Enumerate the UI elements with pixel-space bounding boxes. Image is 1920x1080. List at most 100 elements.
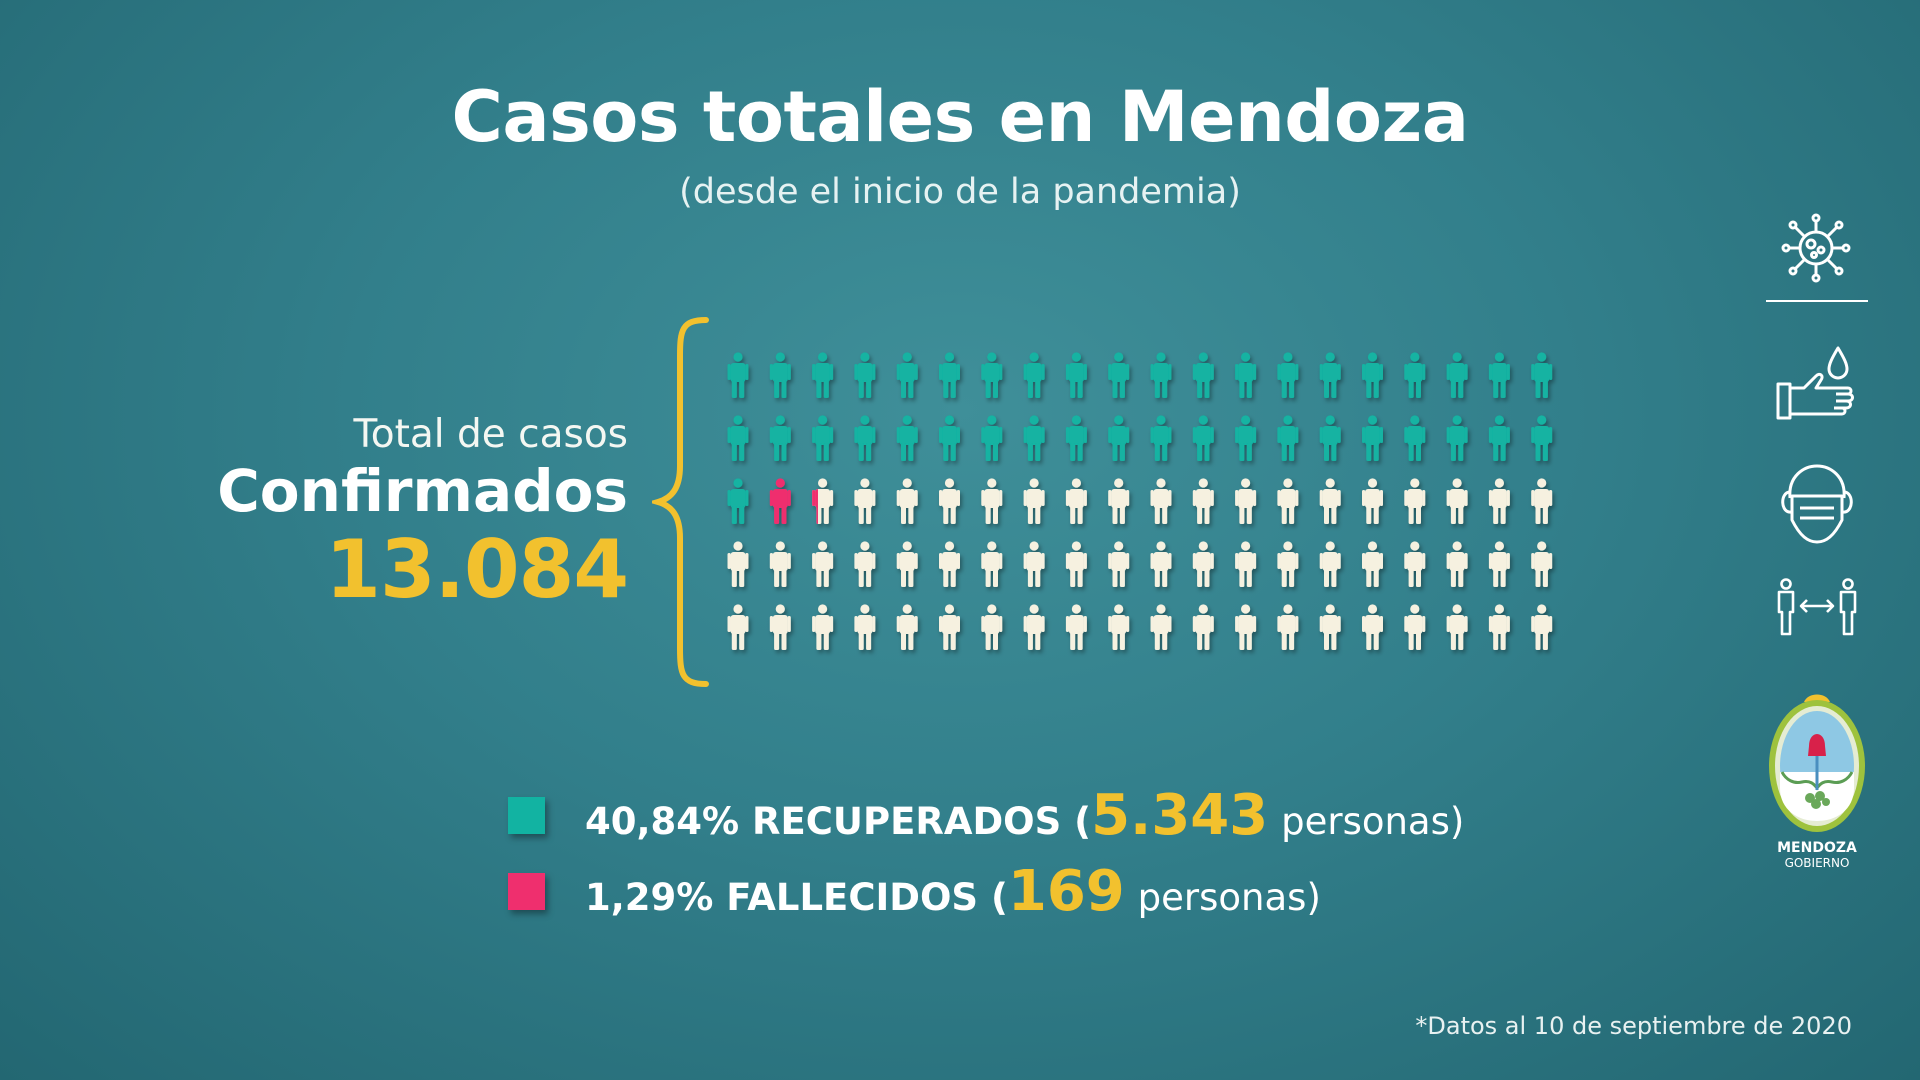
person-icon	[1108, 352, 1130, 398]
recovered-percent: 40,84% RECUPERADOS (	[585, 799, 1092, 843]
person-icon	[1319, 415, 1341, 461]
person-icon	[1150, 352, 1172, 398]
person-icon	[769, 604, 791, 650]
person-icon	[1404, 541, 1426, 587]
person-icon	[727, 541, 749, 587]
person-icon	[1531, 541, 1553, 587]
total-label: Total de casos	[353, 412, 628, 457]
person-icon	[769, 415, 791, 461]
person-icon	[1108, 604, 1130, 650]
person-icon	[1404, 415, 1426, 461]
person-icon	[1362, 415, 1383, 461]
person-icon	[1446, 415, 1468, 461]
person-icon	[1150, 541, 1172, 587]
person-icon	[1108, 478, 1130, 524]
confirmed-label: Confirmados	[217, 457, 628, 525]
person-icon	[1065, 352, 1087, 398]
person-icon	[939, 415, 960, 461]
person-icon	[896, 352, 918, 398]
person-icon-partial	[812, 489, 818, 524]
person-icon	[981, 352, 1003, 398]
person-icon	[1023, 478, 1045, 524]
person-icon	[1488, 604, 1510, 650]
deceased-percent: 1,29% FALLECIDOS (	[585, 875, 1008, 919]
person-icon	[1446, 352, 1468, 398]
person-icon	[1065, 415, 1087, 461]
person-icon	[1192, 541, 1214, 587]
logo-sub: GOBIERNO	[1784, 856, 1850, 870]
person-icon	[727, 478, 749, 524]
person-icon	[727, 415, 749, 461]
person-icon	[1023, 415, 1045, 461]
person-icon	[1531, 604, 1553, 650]
chart-subtitle: (desde el inicio de la pandemia)	[679, 172, 1241, 212]
person-icon	[1531, 352, 1553, 398]
person-icon	[1488, 352, 1510, 398]
person-icon	[896, 478, 918, 524]
person-icon	[1023, 604, 1045, 650]
person-icon	[1319, 541, 1341, 587]
person-icon	[1065, 478, 1087, 524]
person-icon	[981, 415, 1003, 461]
deceased-swatch	[508, 872, 545, 910]
person-icon	[812, 415, 834, 461]
person-icon	[769, 478, 791, 524]
person-icon	[854, 541, 876, 587]
person-icon	[854, 352, 876, 398]
person-icon	[939, 478, 960, 524]
chart-title: Casos totales en Mendoza	[451, 76, 1469, 158]
person-icon	[1150, 478, 1172, 524]
person-icon	[1277, 352, 1299, 398]
person-icon	[1108, 415, 1130, 461]
person-icon	[896, 541, 918, 587]
deceased-number: 169	[1007, 858, 1125, 924]
person-icon	[1277, 604, 1299, 650]
person-icon	[1150, 415, 1172, 461]
person-icon	[812, 478, 834, 524]
person-icon	[1192, 352, 1214, 398]
person-icon	[1446, 541, 1468, 587]
person-icon	[1108, 541, 1130, 587]
brace-icon	[652, 317, 709, 687]
person-icon	[1065, 541, 1087, 587]
mendoza-logo	[1769, 694, 1865, 832]
person-icon	[896, 604, 918, 650]
recovered-swatch	[508, 796, 545, 834]
footnote: *Datos al 10 de septiembre de 2020	[1415, 1012, 1852, 1040]
person-icon	[939, 604, 960, 650]
person-icon	[1235, 352, 1257, 398]
person-icon	[1404, 478, 1426, 524]
person-icon	[854, 415, 876, 461]
person-icon	[1319, 478, 1341, 524]
person-icon	[1488, 541, 1510, 587]
person-icon	[812, 604, 834, 650]
social-distance-icon	[1777, 578, 1857, 636]
person-icon	[1362, 478, 1383, 524]
person-icon	[1192, 604, 1214, 650]
person-icon	[1319, 352, 1341, 398]
virus-icon	[1781, 213, 1851, 283]
person-icon	[812, 541, 834, 587]
mask-icon	[1781, 464, 1853, 544]
person-icon	[981, 541, 1003, 587]
person-icon	[1192, 415, 1214, 461]
person-icon	[1531, 478, 1553, 524]
person-icon	[896, 415, 918, 461]
logo-name: MENDOZA	[1777, 840, 1857, 856]
person-icon	[727, 352, 749, 398]
person-icon	[1446, 604, 1468, 650]
person-icon	[812, 352, 834, 398]
legend-recovered: 40,84% RECUPERADOS (5.343 personas)	[508, 783, 1464, 848]
person-icon	[939, 352, 960, 398]
person-icon	[1277, 541, 1299, 587]
handwash-icon	[1776, 346, 1854, 420]
person-icon	[1362, 541, 1383, 587]
person-icon	[1362, 604, 1383, 650]
person-icon	[1488, 478, 1510, 524]
legend-deceased: 1,29% FALLECIDOS (169 personas)	[508, 859, 1321, 924]
person-icon	[1362, 352, 1383, 398]
person-icon	[854, 478, 876, 524]
person-icon	[1319, 604, 1341, 650]
person-icon	[1446, 478, 1468, 524]
sidebar-divider	[1766, 300, 1868, 302]
